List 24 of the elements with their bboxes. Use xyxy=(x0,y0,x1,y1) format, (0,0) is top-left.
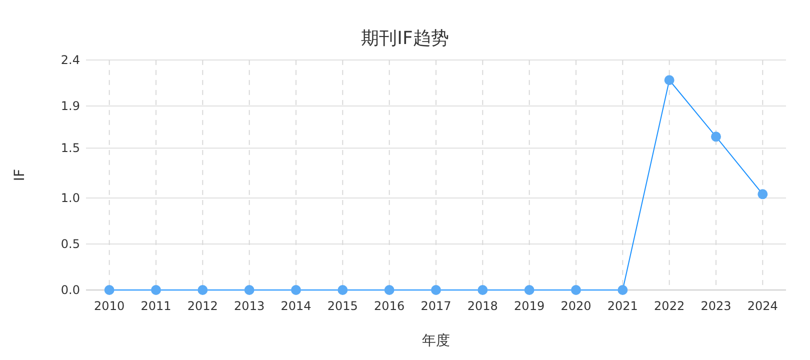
x-tick-label: 2023 xyxy=(700,299,732,313)
chart-title: 期刊IF趋势 xyxy=(361,28,449,49)
x-tick-label: 2024 xyxy=(747,299,778,313)
x-tick-label: 2017 xyxy=(420,299,452,313)
x-tick-label: 2012 xyxy=(187,299,218,313)
y-tick-label: 0.5 xyxy=(60,237,80,251)
x-tick-label: 2014 xyxy=(280,299,312,313)
x-tick-label: 2018 xyxy=(467,299,498,313)
x-tick-label: 2015 xyxy=(327,299,358,313)
y-tick-label: 1.0 xyxy=(60,191,80,205)
y-axis-title: IF xyxy=(12,168,28,182)
x-tick-label: 2021 xyxy=(607,299,638,313)
y-tick-label: 0.0 xyxy=(60,283,80,297)
x-tick-label: 2020 xyxy=(560,299,592,313)
x-tick-label: 2016 xyxy=(374,299,405,313)
x-tick-label: 2010 xyxy=(94,299,125,313)
y-tick-label: 1.5 xyxy=(60,141,80,156)
x-tick-label: 2011 xyxy=(140,299,172,313)
x-tick-label: 2022 xyxy=(654,299,685,313)
y-tick-label: 1.9 xyxy=(60,99,80,113)
x-tick-label: 2019 xyxy=(514,299,545,313)
x-axis-title: 年度 xyxy=(422,333,450,349)
y-tick-label: 2.4 xyxy=(60,53,80,67)
x-tick-label: 2013 xyxy=(234,299,265,313)
